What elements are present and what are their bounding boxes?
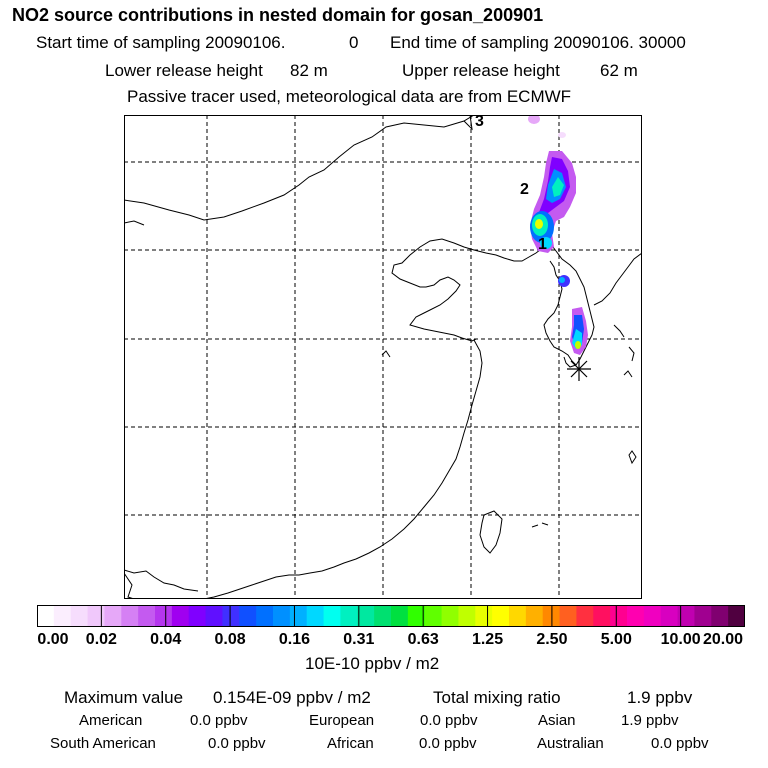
colorbar-cell bbox=[660, 605, 679, 627]
colorbar-cell bbox=[509, 605, 527, 627]
map-panel: 3 2 1 bbox=[124, 115, 642, 599]
region-value: 0.0 ppbv bbox=[419, 735, 477, 752]
colorbar-cell bbox=[273, 605, 291, 627]
colorbar-unit: 10E-10 ppbv / m2 bbox=[305, 654, 440, 673]
colorbar-tick-label: 10.00 bbox=[660, 631, 701, 648]
colorbar-tick-label: 0.31 bbox=[343, 631, 375, 648]
colorbar bbox=[37, 605, 745, 627]
upper-height-value: 62 m bbox=[600, 61, 638, 80]
region-value: 0.0 ppbv bbox=[651, 735, 709, 752]
trajectory-marker-2: 2 bbox=[520, 181, 529, 198]
colorbar-cell bbox=[87, 605, 105, 627]
region-value: 0.0 ppbv bbox=[420, 712, 478, 729]
colorbar-cell bbox=[728, 605, 745, 627]
colorbar-cell bbox=[441, 605, 459, 627]
colorbar-tick-label: 0.08 bbox=[214, 631, 246, 648]
colorbar-cell bbox=[138, 605, 156, 627]
region-value: 0.0 ppbv bbox=[208, 735, 266, 752]
colorbar-cell bbox=[559, 605, 577, 627]
coastlines bbox=[124, 115, 642, 599]
start-time-value: 0 bbox=[349, 33, 359, 52]
region-value: 0.0 ppbv bbox=[190, 712, 248, 729]
colorbar-cell bbox=[340, 605, 358, 627]
colorbar-tick-label: 20.00 bbox=[702, 631, 744, 648]
colorbar-cell bbox=[171, 605, 190, 627]
colorbar-cell bbox=[205, 605, 223, 627]
colorbar-cell bbox=[424, 605, 443, 627]
colorbar-cell bbox=[475, 605, 493, 627]
colorbar-cell bbox=[391, 605, 409, 627]
colorbar-tick-label: 0.63 bbox=[407, 631, 439, 648]
start-time-label: Start time of sampling 20090106. bbox=[36, 33, 286, 52]
colorbar-cell bbox=[576, 605, 594, 627]
colorbar-cell bbox=[104, 605, 122, 627]
colorbar-cell bbox=[542, 605, 561, 627]
colorbar-cell bbox=[306, 605, 325, 627]
colorbar-cell bbox=[239, 605, 257, 627]
colorbar-cell bbox=[323, 605, 341, 627]
colorbar-cell bbox=[677, 605, 695, 627]
colorbar-cell bbox=[694, 605, 712, 627]
page-title: NO2 source contributions in nested domai… bbox=[12, 5, 544, 25]
colorbar-tick-label: 0.02 bbox=[85, 631, 117, 648]
colorbar-cell bbox=[610, 605, 628, 627]
no2-plume bbox=[528, 115, 588, 355]
colorbar-cell bbox=[70, 605, 89, 627]
upper-height-label: Upper release height bbox=[402, 61, 560, 80]
colorbar-cell bbox=[627, 605, 645, 627]
lower-height-label: Lower release height bbox=[105, 61, 263, 80]
colorbar-cell bbox=[222, 605, 240, 627]
colorbar-tick-label: 5.00 bbox=[600, 631, 632, 648]
colorbar-tick-label: 2.50 bbox=[536, 631, 568, 648]
region-name: American bbox=[79, 712, 143, 729]
colorbar-cell bbox=[643, 605, 662, 627]
colorbar-cell bbox=[407, 605, 426, 627]
trajectory-marker-1: 1 bbox=[538, 236, 547, 253]
region-name: African bbox=[327, 735, 374, 752]
max-value: 0.154E-09 ppbv / m2 bbox=[213, 688, 371, 707]
max-value-label: Maximum value bbox=[64, 688, 184, 707]
colorbar-cell bbox=[357, 605, 375, 627]
colorbar-tick-label: 0.00 bbox=[37, 631, 69, 648]
colorbar-cell bbox=[155, 605, 173, 627]
colorbar-cell bbox=[53, 605, 72, 627]
total-mixing-value: 1.9 ppbv bbox=[627, 688, 693, 707]
region-name: Asian bbox=[538, 712, 576, 729]
colorbar-cell bbox=[121, 605, 139, 627]
region-name: South American bbox=[50, 735, 156, 752]
region-value: 1.9 ppbv bbox=[621, 712, 679, 729]
colorbar-tick-label: 0.04 bbox=[150, 631, 182, 648]
map-border bbox=[124, 115, 642, 599]
station-asterisk-icon bbox=[567, 357, 591, 381]
region-name: Australian bbox=[537, 735, 604, 752]
total-mixing-label: Total mixing ratio bbox=[433, 688, 561, 707]
end-time-label: End time of sampling 20090106. 30000 bbox=[390, 33, 686, 52]
colorbar-cell bbox=[374, 605, 392, 627]
colorbar-tick-label: 1.25 bbox=[471, 631, 504, 648]
colorbar-cell bbox=[37, 605, 55, 627]
colorbar-tick-label: 0.16 bbox=[278, 631, 311, 648]
colorbar-cell bbox=[711, 605, 729, 627]
colorbar-cell bbox=[188, 605, 207, 627]
colorbar-cell bbox=[593, 605, 611, 627]
map-gridlines bbox=[124, 115, 642, 599]
colorbar-cell bbox=[492, 605, 510, 627]
colorbar-cell bbox=[458, 605, 476, 627]
trajectory-marker-3: 3 bbox=[475, 115, 484, 130]
colorbar-cell bbox=[289, 605, 308, 627]
tracer-note: Passive tracer used, meteorological data… bbox=[127, 87, 572, 106]
region-name: European bbox=[309, 712, 375, 729]
lower-height-value: 82 m bbox=[290, 61, 328, 80]
colorbar-cell bbox=[525, 605, 544, 627]
colorbar-cell bbox=[256, 605, 274, 627]
